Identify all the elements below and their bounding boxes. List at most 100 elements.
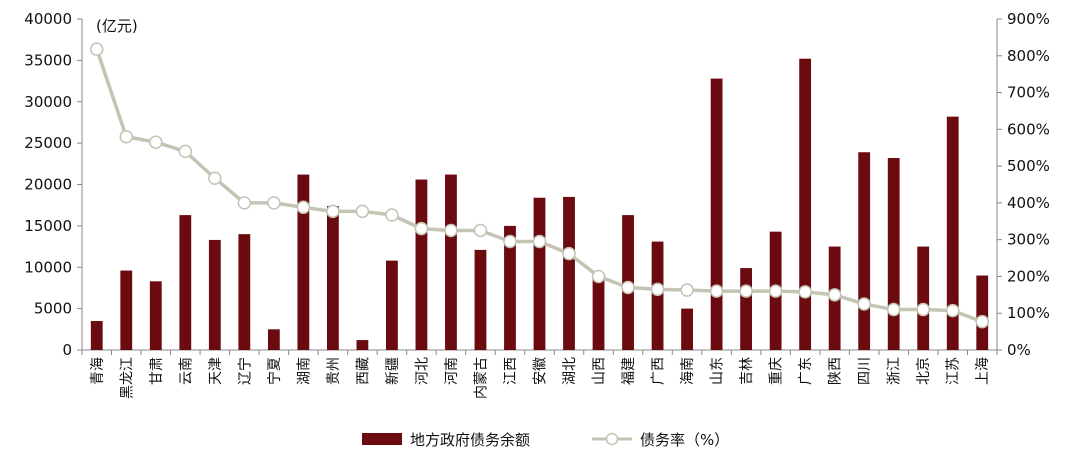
debt-ratio-point: [90, 42, 104, 56]
debt-ratio-point: [591, 269, 606, 284]
category-label: 吉林: [739, 357, 755, 385]
debt-ratio-point: [178, 144, 193, 159]
debt-ratio-point: [916, 302, 930, 317]
right-tick-label: 100%: [1007, 304, 1050, 322]
debt-ratio-point: [149, 135, 163, 149]
debt-ratio-point: [473, 223, 488, 238]
bar: [710, 78, 723, 350]
left-tick-label: 20000: [24, 176, 72, 194]
left-tick-label: 25000: [24, 134, 72, 152]
right-tick-label: 400%: [1007, 194, 1050, 212]
right-tick-label: 300%: [1007, 231, 1050, 249]
debt-ratio-point: [857, 297, 871, 311]
category-label: 广东: [798, 357, 814, 385]
left-tick-label: 15000: [24, 217, 72, 235]
category-label: 海南: [680, 357, 696, 385]
debt-ratio-point: [208, 171, 222, 185]
bar: [356, 340, 369, 350]
category-label: 贵州: [326, 357, 342, 385]
debt-ratio-point: [237, 196, 252, 210]
category-label: 广西: [651, 357, 667, 385]
category-label: 甘肃: [149, 357, 165, 385]
category-label: 黑龙江: [119, 357, 135, 399]
left-tick-label: 10000: [24, 258, 72, 276]
bar: [533, 197, 546, 350]
bar: [238, 234, 251, 350]
category-label: 河南: [444, 357, 460, 385]
category-label: 浙江: [887, 357, 903, 385]
debt-ratio-point: [680, 283, 694, 297]
category-label: 陕西: [828, 357, 844, 385]
debt-ratio-point: [503, 234, 517, 249]
debt-ratio-point: [650, 282, 665, 297]
legend-bar-swatch: [362, 433, 402, 445]
debt-ratio-point: [444, 223, 458, 238]
right-tick-label: 200%: [1007, 267, 1050, 285]
legend-bar-label: 地方政府债务余额: [410, 431, 530, 449]
category-label: 河北: [414, 357, 430, 385]
bar: [592, 278, 605, 350]
category-label: 湖南: [296, 357, 312, 385]
category-label: 安徽: [533, 357, 549, 385]
debt-ratio-point: [739, 284, 753, 298]
bar: [799, 58, 812, 350]
bar: [917, 246, 930, 350]
bar: [297, 174, 310, 350]
category-label: 宁夏: [266, 357, 283, 385]
bar: [208, 239, 221, 350]
legend-line-label: 债务率（%）: [640, 431, 729, 449]
category-label: 上海: [975, 357, 991, 385]
debt-ratio-point: [385, 208, 399, 222]
bar: [179, 215, 192, 350]
debt-ratio-point: [975, 314, 989, 329]
bar: [386, 260, 398, 350]
legend-line-marker: [605, 432, 619, 446]
category-label: 西藏: [355, 357, 371, 385]
debt-ratio-point: [768, 284, 783, 298]
bar: [740, 268, 753, 350]
category-label: 内蒙古: [473, 357, 489, 399]
debt-ratio-point: [945, 303, 960, 318]
category-label: 青海: [90, 357, 106, 385]
debt-ratio-point: [355, 204, 370, 219]
left-tick-label: 35000: [24, 51, 72, 69]
left-axis-unit-label: (亿元): [96, 17, 138, 35]
bar-series: [90, 58, 989, 351]
debt-ratio-point: [827, 288, 842, 302]
debt-ratio-point: [562, 246, 576, 261]
left-tick-label: 40000: [24, 10, 72, 28]
bar: [946, 116, 959, 351]
bar: [976, 275, 989, 350]
bar: [445, 174, 457, 350]
category-label: 山东: [710, 357, 726, 385]
debt-ratio-point: [532, 234, 547, 249]
debt-ratio-point: [798, 285, 812, 299]
bar: [887, 158, 900, 350]
debt-ratio-point: [621, 280, 635, 295]
bar: [474, 249, 487, 350]
right-tick-label: 900%: [1007, 10, 1050, 28]
debt-ratio-point: [886, 302, 901, 317]
bar: [858, 152, 871, 350]
right-tick-label: 0%: [1007, 341, 1031, 359]
category-label: 云南: [178, 357, 194, 385]
category-label: 天津: [208, 357, 224, 385]
bar: [149, 281, 162, 350]
debt-ratio-point: [326, 204, 340, 219]
category-label: 江苏: [946, 357, 962, 385]
bar: [90, 321, 103, 350]
legend: 地方政府债务余额 债务率（%）: [362, 431, 729, 449]
category-label: 北京: [916, 357, 932, 385]
left-tick-label: 5000: [34, 300, 72, 318]
tick-labels: 0 5000 10000 15000 20000 25000 30000 35000 40000…: [24, 10, 1050, 359]
left-tick-label: 30000: [24, 93, 72, 111]
category-label: 四川: [857, 357, 873, 385]
category-label: 重庆: [769, 357, 785, 385]
category-label: 山西: [592, 357, 608, 385]
category-label: 新疆: [385, 357, 401, 385]
bar: [267, 329, 280, 350]
bar: [681, 308, 693, 350]
right-tick-label: 600%: [1007, 120, 1050, 138]
debt-ratio-point: [296, 200, 311, 215]
